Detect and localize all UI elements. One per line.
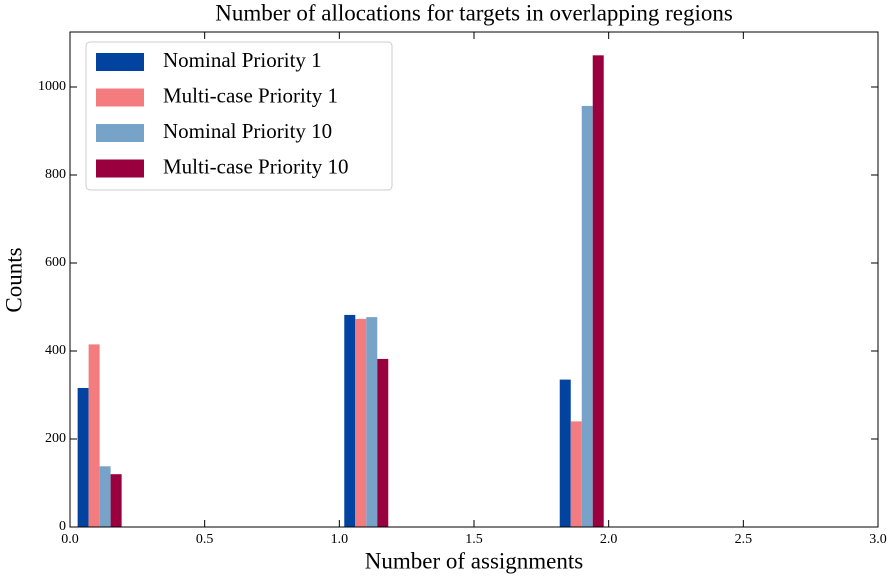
bar [355, 318, 367, 527]
legend-swatch [96, 159, 144, 178]
y-tick-label: 1000 [38, 79, 66, 94]
bar [88, 344, 100, 527]
bar [570, 421, 582, 527]
legend-swatch [96, 88, 144, 107]
legend-swatch [96, 124, 144, 142]
bar [377, 358, 389, 527]
x-tick-label: 3.0 [869, 532, 887, 547]
x-tick-label: 1.5 [465, 532, 483, 547]
bar [581, 105, 593, 528]
bar [99, 466, 111, 527]
legend-label: Nominal Priority 1 [163, 48, 322, 72]
y-tick-label: 200 [45, 431, 66, 446]
bar [344, 314, 356, 527]
y-axis-label: Counts [1, 247, 26, 312]
x-tick-label: 2.5 [735, 532, 753, 547]
legend-box [85, 41, 393, 191]
x-tick-label: 2.0 [600, 532, 618, 547]
x-axis-label: Number of assignments [365, 548, 584, 573]
x-tick-label: 0.0 [61, 532, 79, 547]
y-tick-label: 0 [59, 519, 66, 534]
x-tick-label: 0.5 [196, 532, 214, 547]
bar [592, 55, 604, 527]
y-tick-label: 600 [45, 255, 66, 270]
bar [366, 317, 378, 527]
bar [110, 474, 122, 527]
legend-swatch [96, 53, 144, 71]
x-tick-label: 1.0 [331, 532, 349, 547]
bar [559, 379, 571, 527]
legend-label: Multi-case Priority 10 [163, 154, 348, 178]
legend-label: Multi-case Priority 1 [163, 83, 338, 107]
legend-label: Nominal Priority 10 [163, 119, 332, 143]
bar [77, 387, 89, 527]
y-tick-label: 800 [45, 167, 66, 182]
chart-title: Number of allocations for targets in ove… [215, 0, 733, 25]
y-tick-label: 400 [45, 343, 66, 358]
